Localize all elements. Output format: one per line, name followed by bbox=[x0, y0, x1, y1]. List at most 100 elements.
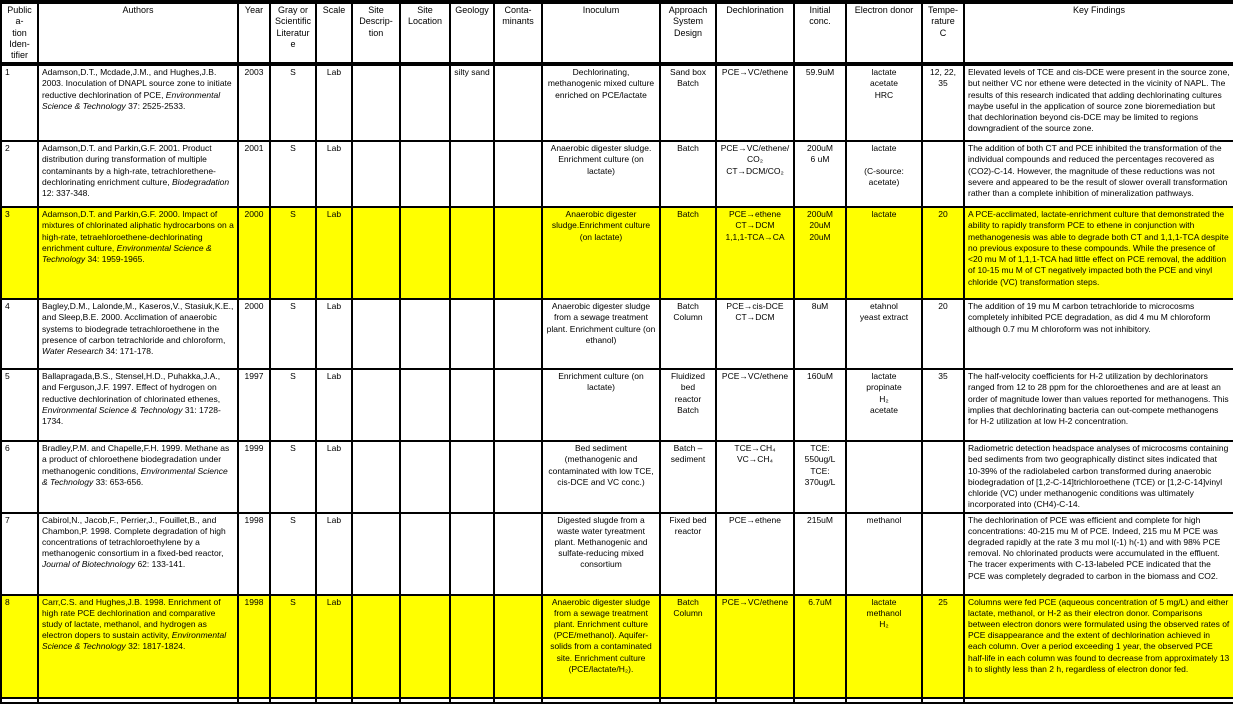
cell-scale: Lab bbox=[315, 140, 353, 209]
cell-year: 2001 bbox=[237, 140, 271, 209]
cell-temperature_c: 20 bbox=[921, 206, 965, 301]
cell-initial_conc: 200uM 6 uM bbox=[793, 140, 847, 209]
cell-dechlorination bbox=[715, 696, 795, 704]
cell-pub_id: 7 bbox=[0, 511, 39, 596]
cell-inoculum: Anaerobic digester sludge from a sewage … bbox=[541, 593, 661, 699]
cell-geology bbox=[449, 440, 495, 514]
cell-authors: Carr,C.S. and Hughes,J.B. 1998. Enrichme… bbox=[37, 593, 239, 699]
cell-authors: Adamson,D.T., Mcdade,J.M., and Hughes,J.… bbox=[37, 63, 239, 143]
cell-pub_id: 2 bbox=[0, 140, 39, 209]
cell-gray_or_scientific: S bbox=[269, 140, 317, 209]
cell-contaminants bbox=[493, 140, 543, 209]
cell-dechlorination: PCE→VC/ethene bbox=[715, 63, 795, 143]
cell-site_description bbox=[351, 696, 401, 704]
cell-inoculum: Bed sediment (methanogenic and contamina… bbox=[541, 440, 661, 514]
table-row: 7 Cabirol,N., Jacob,F., Perrier,J., Fouil… bbox=[0, 511, 1233, 596]
cell-electron_donor: lactate acetate HRC bbox=[845, 63, 923, 143]
cell-pub_id bbox=[0, 696, 39, 704]
cell-dechlorination: PCE→ethene CT→DCM 1,1,1-TCA→CA bbox=[715, 206, 795, 301]
cell-site_description bbox=[351, 140, 401, 209]
cell-site_description bbox=[351, 298, 401, 371]
cell-initial_conc: 59.9uM bbox=[793, 63, 847, 143]
cell-authors: Cabirol,N., Jacob,F., Perrier,J., Fouill… bbox=[37, 511, 239, 596]
header-cell-gray_or_scientific: Gray or Scientific Literature bbox=[269, 0, 317, 67]
cell-year: 2000 bbox=[237, 298, 271, 371]
cell-site_location bbox=[399, 511, 451, 596]
cell-gray_or_scientific: S bbox=[269, 511, 317, 596]
table-body: 1 Adamson,D.T., Mcdade,J.M., and Hughes,J… bbox=[0, 63, 1233, 704]
table-header: Publica-tion Iden-tifier Authors Year Gray … bbox=[0, 0, 1233, 67]
cell-site_description bbox=[351, 368, 401, 443]
cell-approach_system_design: Fixed bed reactor bbox=[659, 511, 717, 596]
cell-year bbox=[237, 696, 271, 704]
header-cell-electron_donor: Electron donor bbox=[845, 0, 923, 67]
cell-site_location bbox=[399, 440, 451, 514]
cell-key_findings: Elevated levels of TCE and cis-DCE were … bbox=[963, 63, 1233, 143]
cell-initial_conc: 6.7uM bbox=[793, 593, 847, 699]
cell-approach_system_design: Batch bbox=[659, 206, 717, 301]
cell-scale: Lab bbox=[315, 440, 353, 514]
cell-pub_id: 4 bbox=[0, 298, 39, 371]
cell-site_description bbox=[351, 63, 401, 143]
cell-contaminants bbox=[493, 298, 543, 371]
table-row: 6 Bradley,P.M. and Chapelle,F.H. 1999. Me… bbox=[0, 440, 1233, 514]
cell-dechlorination: PCE→ethene bbox=[715, 511, 795, 596]
cell-dechlorination: TCE→CH₄ VC→CH₄ bbox=[715, 440, 795, 514]
header-cell-year: Year bbox=[237, 0, 271, 67]
cell-site_location bbox=[399, 140, 451, 209]
cell-temperature_c bbox=[921, 440, 965, 514]
cell-approach_system_design: Batch Column bbox=[659, 593, 717, 699]
table-row: 8 Carr,C.S. and Hughes,J.B. 1998. Enrichm… bbox=[0, 593, 1233, 699]
cell-key_findings: The dechlorination of PCE was efficient … bbox=[963, 511, 1233, 596]
cell-authors: Ballapragada,B.S., Stensel,H.D., Puhakka… bbox=[37, 368, 239, 443]
cell-initial_conc: 8uM bbox=[793, 298, 847, 371]
cell-authors bbox=[37, 696, 239, 704]
cell-geology bbox=[449, 206, 495, 301]
cell-inoculum: Anaerobic digester sludge. Enrichment cu… bbox=[541, 140, 661, 209]
cell-dechlorination: PCE→VC/ethene/CO₂ CT→DCM/CO₂ bbox=[715, 140, 795, 209]
cell-approach_system_design: Batch – sediment bbox=[659, 440, 717, 514]
table-row: 1 Adamson,D.T., Mcdade,J.M., and Hughes,J… bbox=[0, 63, 1233, 143]
cell-electron_donor: methanol bbox=[845, 511, 923, 596]
cell-pub_id: 8 bbox=[0, 593, 39, 699]
cell-initial_conc: 200uM 20uM 20uM bbox=[793, 206, 847, 301]
cell-gray_or_scientific: S bbox=[269, 63, 317, 143]
cell-key_findings: The addition of both CT and PCE inhibite… bbox=[963, 140, 1233, 209]
header-cell-site_description: Site Descrip-tion bbox=[351, 0, 401, 67]
cell-pub_id: 6 bbox=[0, 440, 39, 514]
cell-temperature_c bbox=[921, 696, 965, 704]
cell-dechlorination: PCE→VC/ethene bbox=[715, 368, 795, 443]
header-cell-key_findings: Key Findings bbox=[963, 0, 1233, 67]
header-cell-temperature_c: Tempe-rature C bbox=[921, 0, 965, 67]
cell-gray_or_scientific: S bbox=[269, 593, 317, 699]
cell-scale: Lab bbox=[315, 511, 353, 596]
header-cell-pub_id: Publica-tion Iden-tifier bbox=[0, 0, 39, 67]
header-cell-approach_system_design: Approach System Design bbox=[659, 0, 717, 67]
cell-approach_system_design bbox=[659, 696, 717, 704]
cell-inoculum: Enrichment culture (on lactate) bbox=[541, 368, 661, 443]
cell-approach_system_design: Fluidized bed reactor Batch bbox=[659, 368, 717, 443]
cell-inoculum: Anaerobic digester sludge.Enrichment cul… bbox=[541, 206, 661, 301]
cell-key_findings: The addition of 19 mu M carbon tetrachlo… bbox=[963, 298, 1233, 371]
cell-initial_conc bbox=[793, 696, 847, 704]
cell-inoculum: Anaerobic digester sludge from a sewage … bbox=[541, 298, 661, 371]
cell-initial_conc: TCE: 550ug/L TCE: 370ug/L bbox=[793, 440, 847, 514]
cell-scale: Lab bbox=[315, 593, 353, 699]
cell-electron_donor: etahnol yeast extract bbox=[845, 298, 923, 371]
cell-scale bbox=[315, 696, 353, 704]
table-row: 3 Adamson,D.T. and Parkin,G.F. 2000. Impa… bbox=[0, 206, 1233, 301]
cell-key_findings: The half-velocity coefficients for H-2 u… bbox=[963, 368, 1233, 443]
cell-electron_donor: lactate methanol H₂ bbox=[845, 593, 923, 699]
header-cell-scale: Scale bbox=[315, 0, 353, 67]
cell-electron_donor bbox=[845, 440, 923, 514]
cell-year: 1998 bbox=[237, 511, 271, 596]
cell-geology bbox=[449, 140, 495, 209]
cell-site_location bbox=[399, 206, 451, 301]
cell-initial_conc: 160uM bbox=[793, 368, 847, 443]
cell-dechlorination: PCE→VC/ethene bbox=[715, 593, 795, 699]
cell-geology bbox=[449, 368, 495, 443]
cell-site_description bbox=[351, 593, 401, 699]
cell-inoculum bbox=[541, 696, 661, 704]
cell-geology: silty sand bbox=[449, 63, 495, 143]
